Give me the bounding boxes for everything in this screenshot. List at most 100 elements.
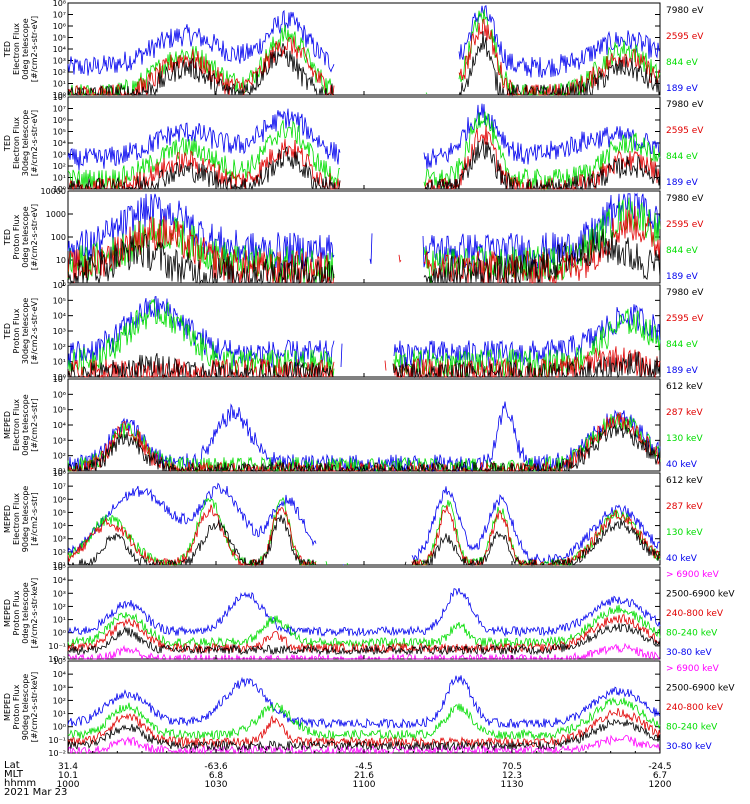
y-tick-label: 10³ — [53, 535, 66, 544]
y-axis-label: [#/cm2-s-str-eV] — [30, 204, 39, 270]
x-tick-mlt: 10.1 — [58, 771, 78, 781]
y-axis-label: 30deg telescope — [21, 110, 30, 177]
legend-entry: > 6900 keV — [666, 664, 720, 674]
legend-entry: 612 keV — [666, 476, 703, 486]
legend-entry: 189 eV — [666, 366, 699, 376]
legend-entry: 189 eV — [666, 272, 699, 282]
y-tick-label: 10000 — [41, 187, 66, 196]
y-axis-label: 0deg telescope — [21, 18, 30, 79]
y-tick-label: 10⁴ — [53, 576, 66, 585]
y-axis-label: [#/cm2-s-str] — [30, 398, 39, 451]
legend-entry: 2500-6900 keV — [666, 684, 735, 694]
y-tick-label: 10⁴ — [53, 312, 66, 321]
y-tick-label: 10¹ — [53, 561, 66, 570]
x-tick-lat: -4.5 — [355, 762, 373, 772]
series-line-red — [67, 205, 661, 285]
legend-entry: 2595 eV — [666, 126, 704, 136]
y-tick-label: 10³ — [53, 151, 66, 160]
x-tick-lat: -63.6 — [204, 762, 228, 772]
x-row-label-mlt: MLT — [4, 769, 23, 780]
y-axis-label: [#/cm2-s-str-keV] — [30, 672, 39, 743]
series-line-black — [67, 514, 661, 567]
legend-entry: 844 eV — [666, 152, 699, 162]
series-line-black — [67, 623, 661, 656]
x-row-label-hhmm: hhmm — [4, 778, 37, 789]
series-line-blue — [67, 675, 661, 730]
y-tick-label: 10⁶ — [53, 281, 66, 290]
series-line-magenta — [67, 734, 661, 755]
y-tick-label: 10⁵ — [53, 128, 66, 137]
legend-entry: > 6900 keV — [666, 570, 720, 580]
series-line-blue — [67, 103, 661, 171]
series-line-black — [67, 31, 661, 97]
legend-entry: 80-240 keV — [666, 723, 718, 733]
legend-entry: 189 eV — [666, 178, 699, 188]
y-tick-label: 10⁷ — [53, 482, 66, 491]
y-tick-label: 10⁻² — [48, 655, 66, 664]
series-line-blue — [67, 5, 661, 78]
y-tick-label: 10⁰ — [53, 373, 66, 382]
series-line-green — [67, 9, 661, 97]
y-axis-label: MEPED — [3, 693, 12, 721]
y-axis-label: [#/cm2-s-str] — [30, 492, 39, 545]
y-tick-label: 10⁸ — [53, 469, 66, 478]
y-tick-label: 10³ — [53, 57, 66, 66]
y-axis-label: TED — [3, 135, 12, 152]
series-line-black — [68, 138, 661, 191]
y-tick-label: 10⁴ — [53, 139, 66, 148]
y-tick-label: 10³ — [53, 327, 66, 336]
x-tick-mlt: 6.8 — [209, 771, 224, 781]
y-tick-label: 10² — [53, 548, 66, 557]
y-axis-label: 90deg telescope — [21, 674, 30, 741]
legend-entry: 2500-6900 keV — [666, 590, 735, 600]
legend-entry: 844 eV — [666, 246, 699, 256]
legend-entry: 240-800 keV — [666, 703, 724, 713]
y-tick-label: 10⁰ — [53, 185, 66, 194]
legend-entry: 7980 eV — [666, 194, 704, 204]
x-tick-mlt: 6.7 — [653, 771, 667, 781]
y-axis-label: Proton Flux — [12, 308, 21, 353]
y-tick-label: 10⁶ — [53, 495, 66, 504]
y-tick-label: 10⁶ — [53, 390, 66, 399]
series-line-black — [67, 351, 661, 379]
series-line-green — [67, 111, 661, 191]
y-tick-label: 10² — [53, 162, 66, 171]
y-tick-label: 10⁵ — [53, 508, 66, 517]
legend-entry: 30-80 keV — [666, 648, 712, 658]
x-tick-hhmm: 1000 — [57, 780, 80, 790]
x-tick-lat: 31.4 — [58, 762, 78, 772]
y-tick-label: 10³ — [53, 589, 66, 598]
y-tick-label: 10⁻² — [48, 749, 66, 758]
y-tick-label: 10¹ — [53, 710, 66, 719]
y-tick-label: 10⁴ — [53, 670, 66, 679]
y-tick-label: 10⁵ — [53, 563, 66, 572]
y-tick-label: 10⁵ — [53, 406, 66, 415]
y-tick-label: 10⁵ — [53, 34, 66, 43]
series-line-blue — [67, 192, 661, 270]
series-line-red — [67, 707, 661, 748]
y-axis-label: MEPED — [3, 505, 12, 533]
y-tick-label: 10⁻¹ — [48, 642, 66, 651]
legend-entry: 40 keV — [666, 460, 698, 470]
series-line-green — [67, 604, 661, 649]
series-line-blue — [67, 482, 661, 566]
y-axis-label: Electron Flux — [12, 117, 21, 169]
series-line-green — [67, 496, 661, 567]
legend-entry: 844 eV — [666, 58, 699, 68]
y-axis-label: Electron Flux — [12, 23, 21, 75]
legend-entry: 130 keV — [666, 434, 703, 444]
series-line-red — [67, 614, 661, 654]
x-tick-mlt: 21.6 — [354, 771, 374, 781]
y-tick-label: 10² — [53, 696, 66, 705]
y-tick-label: 10¹ — [53, 358, 66, 367]
legend-entry: 287 keV — [666, 408, 703, 418]
y-tick-label: 10⁴ — [53, 421, 66, 430]
x-tick-lat: -24.5 — [648, 762, 671, 772]
y-tick-label: 10¹ — [53, 80, 66, 89]
y-tick-label: 10 — [56, 256, 66, 265]
y-tick-label: 1000 — [46, 210, 66, 219]
x-tick-hhmm: 1200 — [649, 780, 672, 790]
y-tick-label: 100 — [51, 233, 66, 242]
y-tick-label: 10² — [53, 342, 66, 351]
